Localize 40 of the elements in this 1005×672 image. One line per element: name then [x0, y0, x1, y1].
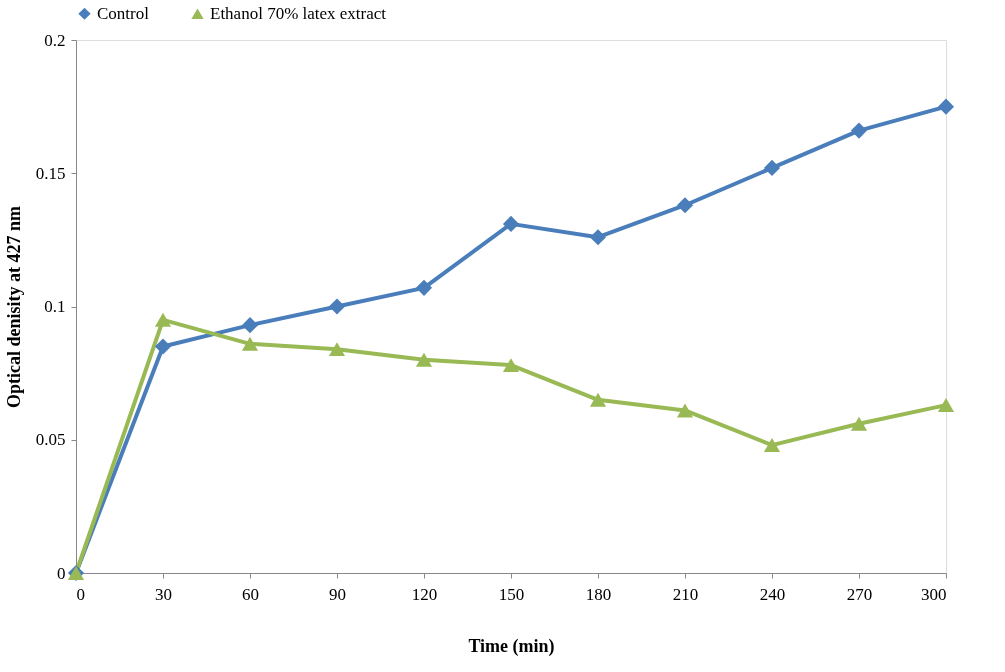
x-tick-label: 180: [585, 584, 612, 604]
point: [763, 159, 781, 176]
x-tick-label: 120: [411, 584, 438, 604]
y-tick-label: 0.1: [44, 297, 66, 316]
legend-label: Ethanol 70% latex extract: [210, 3, 387, 23]
point: [937, 398, 955, 413]
point: [763, 438, 781, 453]
x-tick-label: 240: [759, 584, 786, 604]
point: [502, 358, 520, 373]
x-axis-title: Time (min): [468, 635, 555, 657]
x-tick-label: 210: [672, 584, 699, 604]
point: [328, 298, 346, 315]
x-tick-label: 150: [498, 584, 525, 604]
point: [676, 197, 694, 214]
point: [328, 342, 346, 357]
y-tick-label: 0.05: [35, 430, 66, 450]
y-tick-label: 0.15: [35, 163, 66, 183]
point: [850, 122, 868, 139]
x-tick-label: 90: [329, 584, 346, 604]
point: [502, 215, 520, 232]
point: [676, 403, 694, 418]
y-tick-label: 0: [57, 563, 66, 583]
legend-label: Control: [97, 3, 150, 23]
point: [937, 98, 955, 115]
y-tick-label: 0.2: [44, 30, 66, 50]
point: [589, 229, 607, 246]
x-tick-label: 270: [846, 584, 873, 604]
x-tick-label: 300: [921, 584, 947, 604]
x-tick-label: 30: [155, 584, 172, 604]
point: [415, 352, 433, 367]
point: [415, 279, 433, 296]
point: [589, 392, 607, 407]
point: [241, 317, 259, 334]
point: [154, 338, 172, 355]
point: [850, 416, 868, 431]
x-tick-label: 0: [76, 584, 85, 604]
x-tick-label: 60: [242, 584, 259, 604]
y-axis-title: Optical denisity at 427 nm: [3, 205, 24, 409]
point: [241, 336, 259, 351]
point: [154, 312, 172, 327]
